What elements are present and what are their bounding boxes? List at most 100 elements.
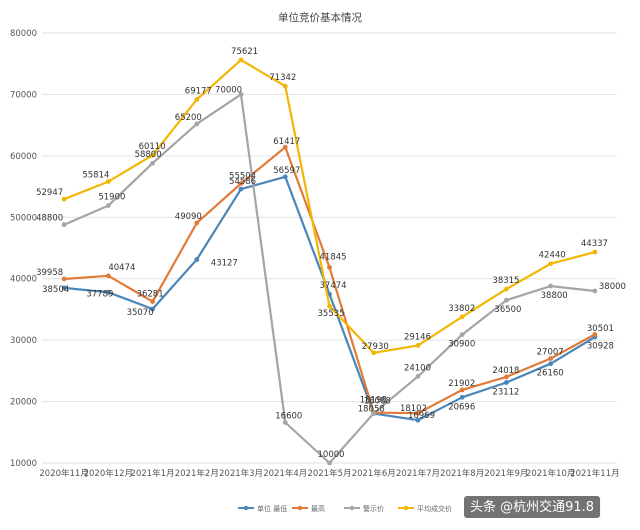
data-label: 10000 [318, 450, 345, 460]
x-tick-label: 2021年2月 [175, 468, 219, 479]
data-point [238, 186, 244, 192]
data-point [371, 350, 377, 356]
data-point [150, 299, 155, 304]
data-label: 18198 [360, 396, 387, 406]
data-label: 60110 [139, 142, 166, 152]
chart-title: 单位竞价基本情况 [278, 11, 362, 24]
data-label: 38000 [599, 282, 626, 292]
data-point [415, 417, 421, 423]
data-label: 30501 [587, 324, 614, 334]
data-label: 58800 [135, 150, 162, 160]
data-point [548, 261, 554, 267]
data-point [459, 387, 465, 393]
data-label: 37474 [320, 281, 347, 291]
data-label: 55814 [82, 171, 109, 181]
data-label: 35535 [318, 309, 345, 319]
data-label: 18102 [400, 404, 427, 414]
data-label: 27007 [537, 348, 564, 358]
data-point [592, 288, 598, 294]
data-label: 24018 [492, 366, 519, 376]
data-label: 44337 [581, 239, 608, 249]
data-point [504, 374, 509, 380]
data-labels: 38504 37789 35070 43127 54586 56597 37474 18058… [36, 47, 626, 460]
x-tick-label: 2021年11月 [570, 468, 619, 479]
data-point [61, 276, 67, 282]
data-label: 51900 [98, 193, 125, 203]
legend-marker [243, 505, 249, 511]
data-point [150, 306, 155, 312]
data-label: 24100 [404, 363, 431, 373]
data-label: 27930 [362, 342, 389, 352]
data-label: 21902 [448, 379, 475, 389]
data-label: 75621 [231, 47, 258, 57]
data-point [548, 356, 554, 361]
data-point [194, 121, 200, 127]
x-tick-label: 2020年12月 [84, 468, 133, 479]
legend-label: 平均成交价 [417, 504, 452, 513]
data-point [238, 57, 244, 63]
data-label: 18088 [364, 396, 391, 406]
data-label: 26160 [537, 369, 564, 379]
data-point [592, 249, 598, 255]
data-point [238, 92, 244, 97]
data-point [548, 361, 554, 367]
data-label: 71342 [269, 73, 296, 83]
legend-marker [403, 505, 409, 511]
data-label: 43127 [211, 259, 238, 269]
data-label: 52947 [36, 188, 63, 198]
data-label: 40474 [108, 263, 135, 273]
data-label: 42440 [539, 251, 566, 261]
data-point [548, 283, 554, 289]
data-point [327, 460, 332, 466]
data-label: 41845 [320, 252, 347, 262]
watermark-background [464, 496, 601, 518]
y-tick-label: 60000 [10, 152, 37, 162]
data-label: 55504 [229, 171, 256, 181]
x-tick-label: 2021年9月 [484, 468, 528, 479]
data-label: 56597 [273, 166, 300, 176]
legend-marker [349, 505, 355, 511]
legend-label: 最高 [311, 504, 325, 513]
data-label: 16600 [275, 411, 302, 421]
y-tick-label: 10000 [10, 459, 37, 469]
watermark: 头条 @杭州交通91.8 [464, 496, 601, 518]
legend: 单位 最低 最高 警示价 平均成交价 [238, 504, 452, 513]
gridlines [42, 32, 617, 464]
data-label: 36500 [494, 305, 521, 315]
x-tick-label: 2021年10月 [526, 468, 575, 479]
data-label: 69177 [185, 86, 212, 96]
data-point [105, 273, 111, 279]
data-point [238, 181, 244, 186]
data-label: 38504 [42, 285, 69, 295]
data-point [282, 420, 288, 425]
data-point [504, 297, 509, 303]
y-tick-label: 40000 [10, 275, 37, 285]
x-tick-label: 2021年3月 [219, 468, 263, 479]
data-point [61, 222, 67, 228]
data-label: 20696 [448, 402, 475, 412]
data-point [105, 289, 111, 295]
data-point [504, 380, 509, 385]
data-label: 30900 [448, 340, 475, 350]
data-point [105, 179, 111, 184]
legend-label: 警示价 [363, 504, 384, 513]
data-label: 38800 [541, 291, 568, 301]
x-tick-label: 2021年8月 [440, 468, 484, 479]
data-label: 18058 [358, 405, 385, 415]
data-point [194, 97, 200, 102]
data-label: 48800 [36, 214, 63, 224]
data-point [459, 314, 465, 320]
data-label: 38315 [492, 276, 519, 286]
data-point [282, 174, 288, 180]
data-label: 35070 [127, 308, 154, 318]
data-label: 65200 [175, 113, 202, 123]
y-tick-label: 80000 [10, 29, 37, 39]
data-point [592, 332, 598, 337]
data-label: 36281 [137, 290, 164, 300]
x-tick-label: 2021年5月 [307, 468, 351, 479]
data-label: 33802 [448, 304, 475, 314]
data-label: 39958 [36, 268, 63, 278]
data-label: 16969 [408, 411, 435, 421]
y-tick-label: 70000 [10, 90, 37, 100]
data-point [61, 285, 67, 291]
